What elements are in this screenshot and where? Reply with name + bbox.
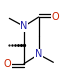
Text: N: N	[20, 21, 28, 31]
Text: O: O	[4, 59, 11, 69]
Text: N: N	[35, 49, 42, 59]
Text: O: O	[51, 12, 59, 22]
